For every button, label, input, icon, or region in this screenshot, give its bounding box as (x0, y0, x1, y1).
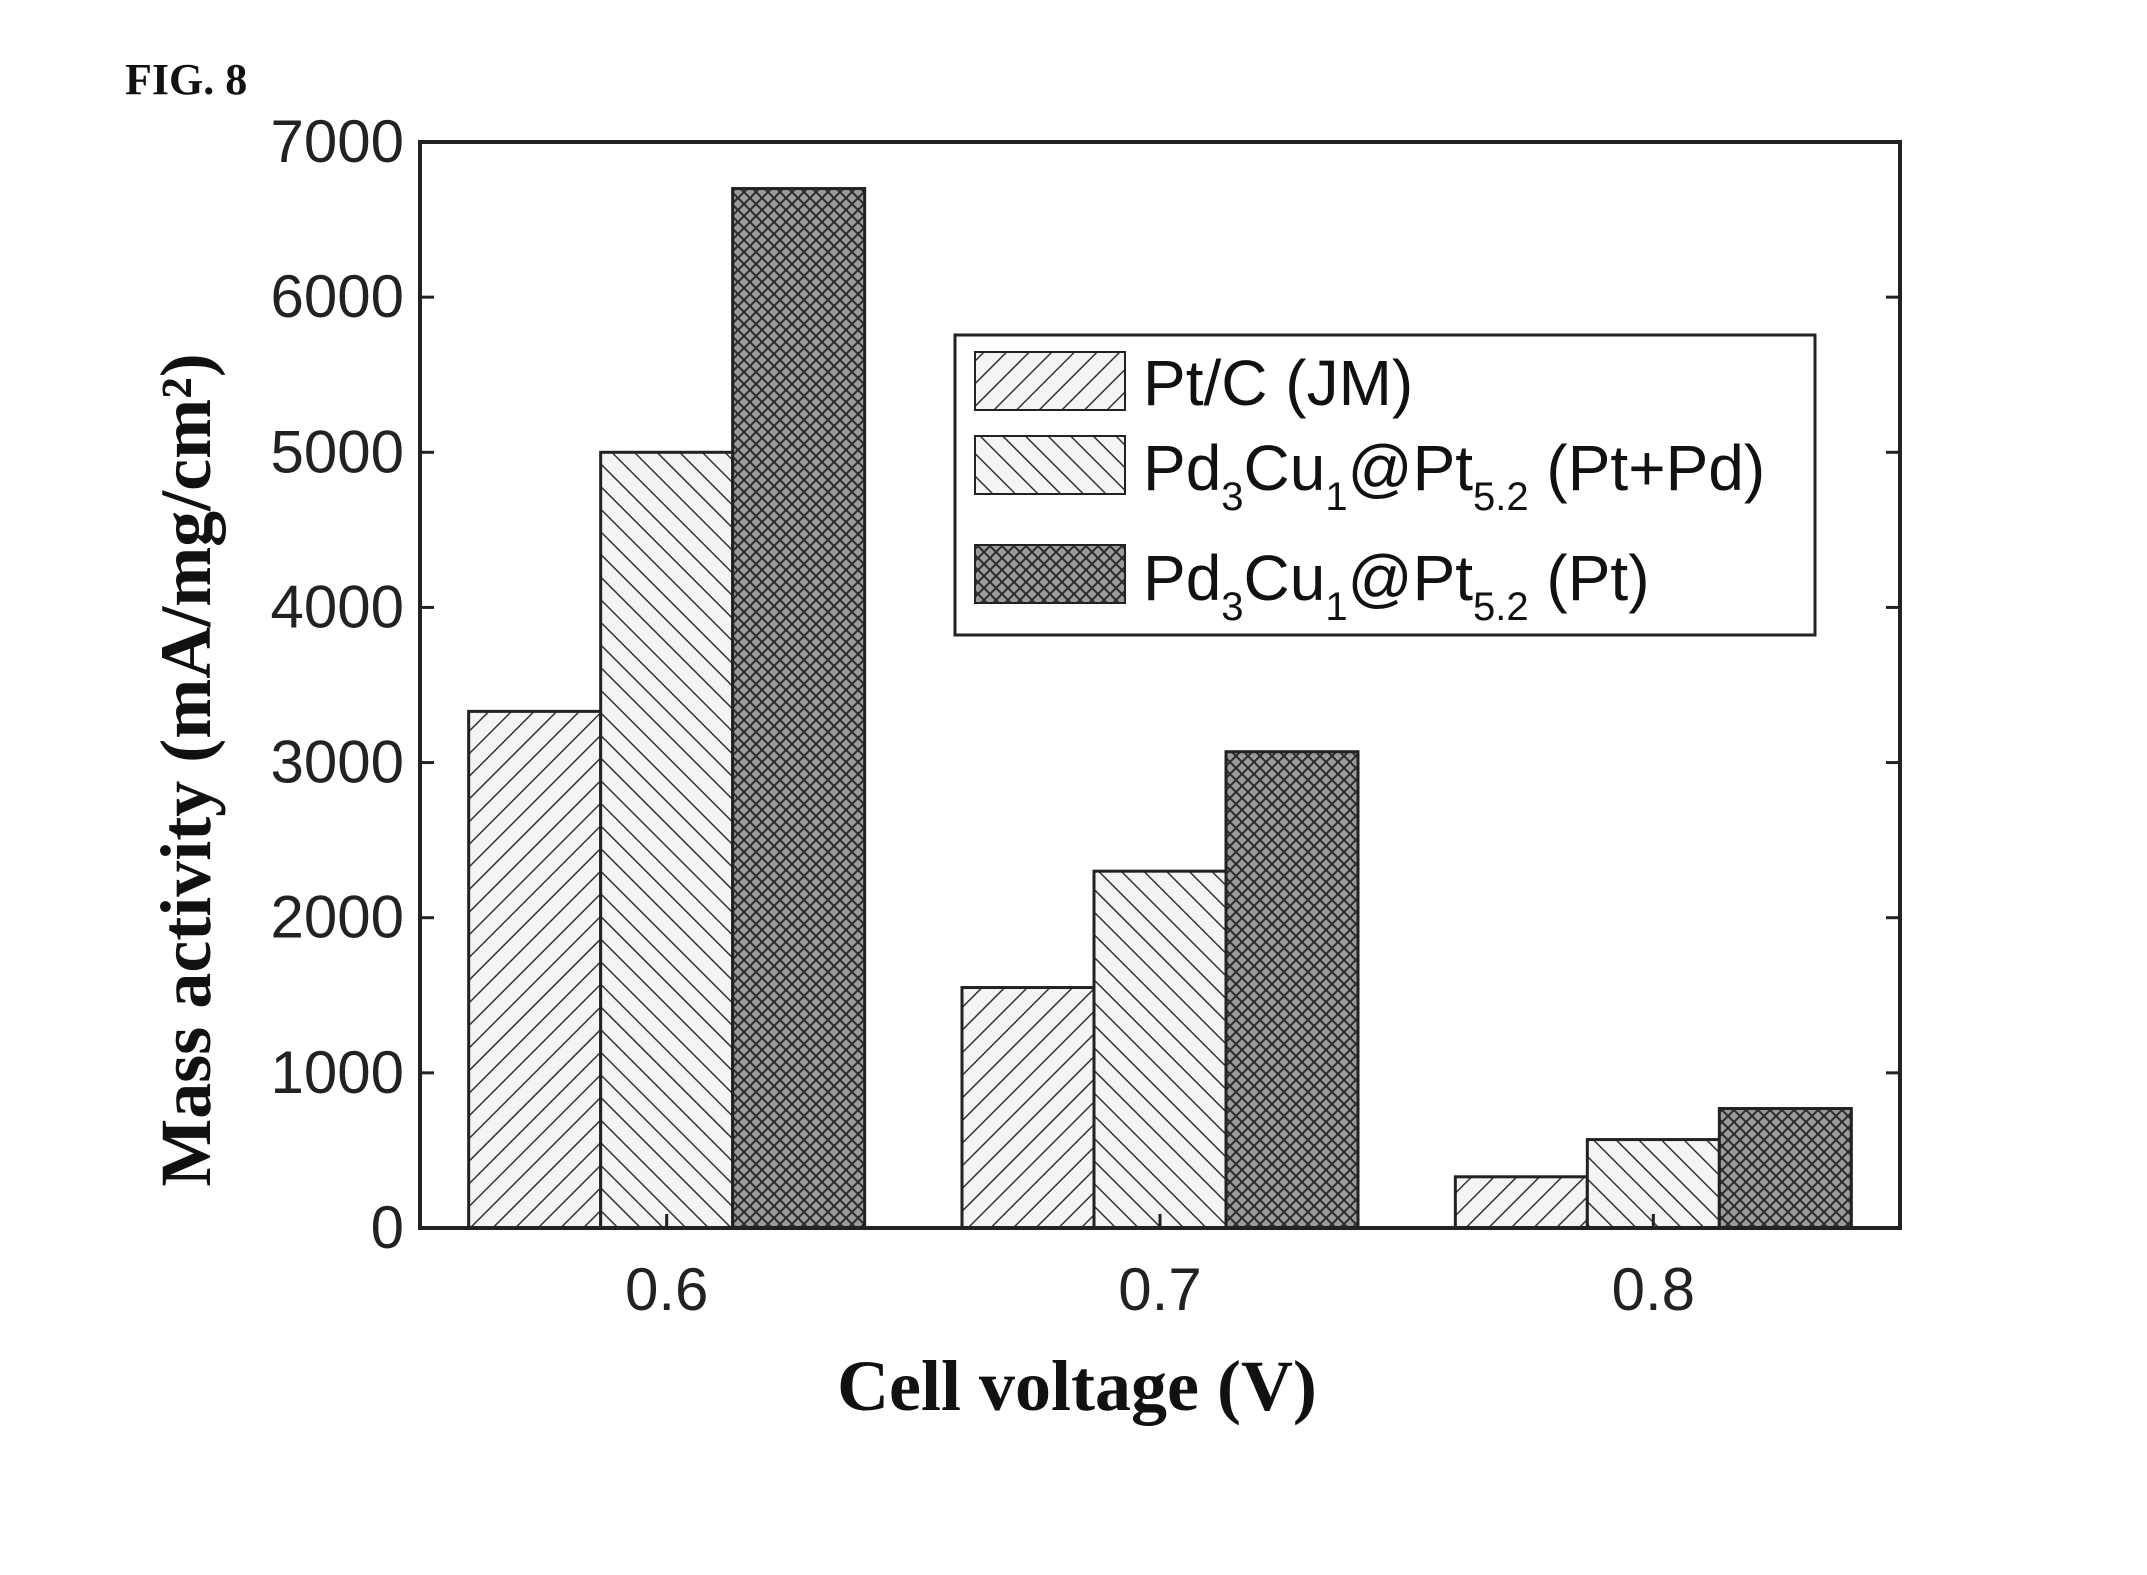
y-tick-label-3000: 3000 (271, 729, 404, 796)
bar-crosshatch-0.7 (1226, 752, 1358, 1228)
bar-hatch-up-0.7 (962, 988, 1094, 1228)
plot-area: 0 1000 2000 3000 4000 5000 6000 7000 0.6 0.7 0.8 (271, 108, 1900, 1323)
y-tick-label-4000: 4000 (271, 573, 404, 640)
legend: Pt/C (JM) Pd3Cu1@Pt5.2 (Pt+Pd) Pd3Cu1@Pt… (955, 335, 1815, 635)
legend-swatch-pt (975, 545, 1125, 603)
bar-hatch-down-0.7 (1094, 871, 1226, 1228)
x-tick-label-0.7: 0.7 (1118, 1256, 1201, 1323)
y-tick-label-1000: 1000 (271, 1039, 404, 1106)
legend-label-pt-c-jm: Pt/C (JM) (1143, 347, 1413, 419)
y-tick-label-2000: 2000 (271, 884, 404, 951)
legend-swatch-pt-pd (975, 436, 1125, 494)
bar-hatch-up-0.8 (1455, 1177, 1587, 1228)
x-axis-title: Cell voltage (V) (837, 1346, 1317, 1426)
x-tick-label-0.8: 0.8 (1612, 1256, 1695, 1323)
y-tick-label-0: 0 (371, 1194, 404, 1261)
y-tick-label-7000: 7000 (271, 108, 404, 175)
x-tick-label-0.6: 0.6 (625, 1256, 708, 1323)
bar-hatch-down-0.6 (601, 452, 733, 1228)
bar-hatch-up-0.6 (469, 711, 601, 1228)
bar-crosshatch-0.6 (733, 189, 865, 1228)
legend-swatch-pt-c-jm (975, 352, 1125, 410)
bar-crosshatch-0.8 (1719, 1109, 1851, 1228)
figure-label: FIG. 8 (125, 55, 247, 104)
y-axis-title: Mass activity (mA/mg/cm²) (146, 353, 226, 1186)
y-tick-label-5000: 5000 (271, 418, 404, 485)
y-tick-label-6000: 6000 (271, 263, 404, 330)
